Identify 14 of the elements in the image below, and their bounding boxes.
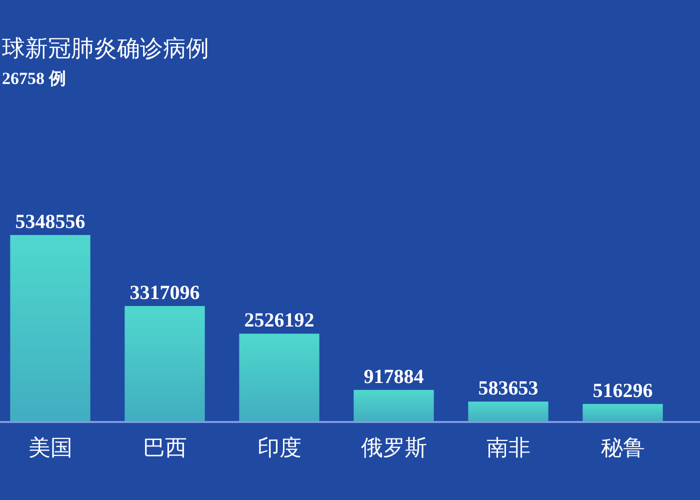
x-tick-label: 巴西	[142, 436, 187, 461]
chart-title: 球新冠肺炎确诊病例	[2, 36, 209, 62]
data-label: 2526192	[244, 310, 314, 332]
x-tick-label: 南非	[486, 436, 530, 461]
data-label: 917884	[364, 366, 424, 388]
chart-subtitle: 26758 例	[2, 69, 66, 88]
x-tick-label: 俄罗斯	[360, 436, 427, 461]
x-tick-label: 美国	[28, 436, 72, 461]
x-tick-label: 秘鲁	[600, 436, 645, 461]
data-label: 583653	[478, 378, 538, 400]
data-label: 3317096	[130, 282, 200, 304]
data-label: 5348556	[15, 211, 86, 233]
x-tick-label: 印度	[257, 436, 302, 461]
data-label: 516296	[592, 380, 653, 402]
